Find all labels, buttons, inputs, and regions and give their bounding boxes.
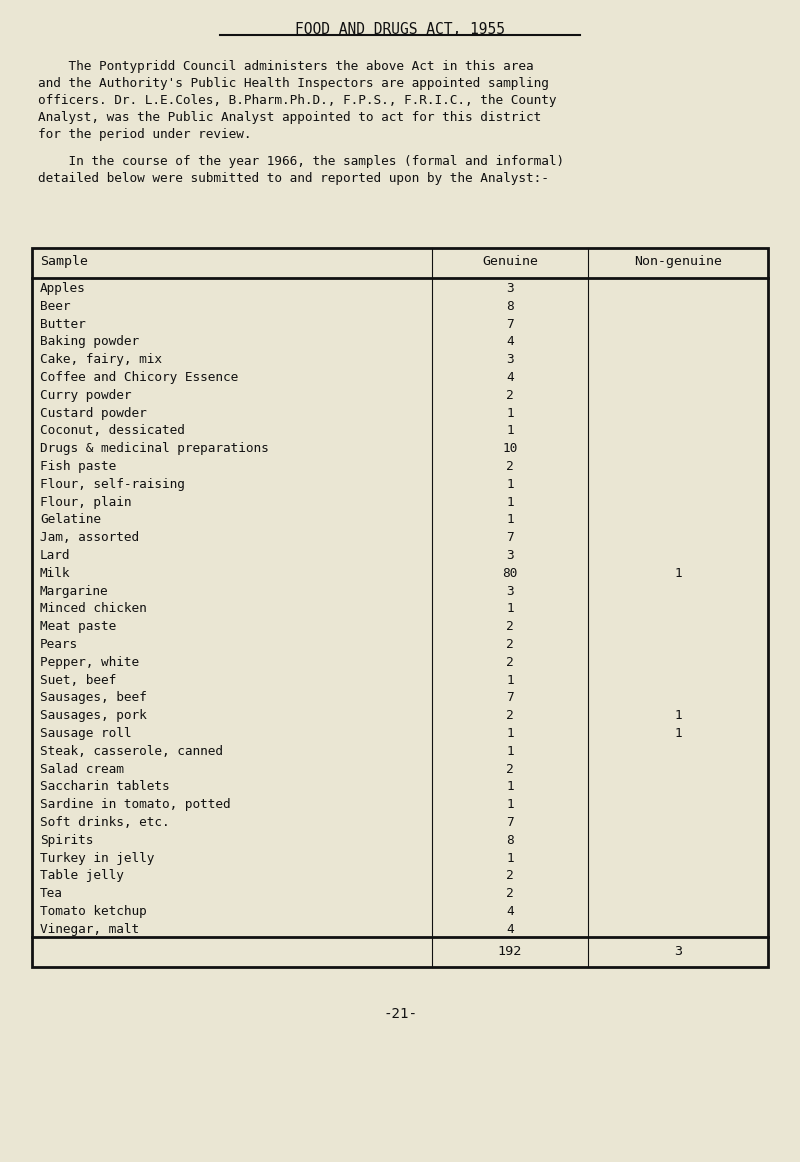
Text: Sardine in tomato, potted: Sardine in tomato, potted — [40, 798, 230, 811]
Text: 2: 2 — [506, 638, 514, 651]
Text: 2: 2 — [506, 655, 514, 669]
Text: detailed below were submitted to and reported upon by the Analyst:-: detailed below were submitted to and rep… — [38, 172, 549, 185]
Text: Fish paste: Fish paste — [40, 460, 116, 473]
Text: Minced chicken: Minced chicken — [40, 602, 146, 616]
Text: 1: 1 — [506, 781, 514, 794]
Text: 4: 4 — [506, 923, 514, 935]
Text: Table jelly: Table jelly — [40, 869, 124, 882]
Text: 3: 3 — [506, 584, 514, 597]
Text: 1: 1 — [674, 727, 682, 740]
Text: Sausage roll: Sausage roll — [40, 727, 131, 740]
Text: Coconut, dessicated: Coconut, dessicated — [40, 424, 185, 437]
Text: 1: 1 — [674, 709, 682, 723]
Text: 4: 4 — [506, 905, 514, 918]
Text: 2: 2 — [506, 762, 514, 775]
Text: Jam, assorted: Jam, assorted — [40, 531, 139, 544]
Text: In the course of the year 1966, the samples (formal and informal): In the course of the year 1966, the samp… — [38, 155, 564, 168]
Text: Curry powder: Curry powder — [40, 389, 131, 402]
Text: Saccharin tablets: Saccharin tablets — [40, 781, 170, 794]
Text: Spirits: Spirits — [40, 834, 94, 847]
Text: 10: 10 — [502, 443, 518, 456]
Text: Steak, casserole, canned: Steak, casserole, canned — [40, 745, 223, 758]
Text: Cake, fairy, mix: Cake, fairy, mix — [40, 353, 162, 366]
Bar — [32, 248, 768, 967]
Text: Beer: Beer — [40, 300, 70, 313]
Text: Drugs & medicinal preparations: Drugs & medicinal preparations — [40, 443, 269, 456]
Text: Tea: Tea — [40, 888, 63, 901]
Text: Milk: Milk — [40, 567, 70, 580]
Text: Flour, self-raising: Flour, self-raising — [40, 478, 185, 490]
Text: Suet, beef: Suet, beef — [40, 674, 116, 687]
Text: Soft drinks, etc.: Soft drinks, etc. — [40, 816, 170, 829]
Text: 8: 8 — [506, 300, 514, 313]
Text: Sausages, beef: Sausages, beef — [40, 691, 146, 704]
Text: 3: 3 — [506, 548, 514, 562]
Text: 7: 7 — [506, 317, 514, 331]
Text: Custard powder: Custard powder — [40, 407, 146, 419]
Text: 2: 2 — [506, 709, 514, 723]
Text: 3: 3 — [506, 353, 514, 366]
Text: Sample: Sample — [40, 254, 88, 268]
Text: 8: 8 — [506, 834, 514, 847]
Text: 2: 2 — [506, 888, 514, 901]
Text: 1: 1 — [506, 602, 514, 616]
Text: 3: 3 — [506, 282, 514, 295]
Text: Tomato ketchup: Tomato ketchup — [40, 905, 146, 918]
Text: 1: 1 — [506, 424, 514, 437]
Text: 4: 4 — [506, 371, 514, 383]
Text: The Pontypridd Council administers the above Act in this area: The Pontypridd Council administers the a… — [38, 60, 534, 73]
Text: Sausages, pork: Sausages, pork — [40, 709, 146, 723]
Text: 1: 1 — [506, 496, 514, 509]
Text: Pears: Pears — [40, 638, 78, 651]
Text: 2: 2 — [506, 389, 514, 402]
Text: -21-: -21- — [383, 1006, 417, 1020]
Text: 2: 2 — [506, 869, 514, 882]
Text: Analyst, was the Public Analyst appointed to act for this district: Analyst, was the Public Analyst appointe… — [38, 112, 542, 124]
Text: Genuine: Genuine — [482, 254, 538, 268]
Text: 2: 2 — [506, 460, 514, 473]
Text: Pepper, white: Pepper, white — [40, 655, 139, 669]
Text: Coffee and Chicory Essence: Coffee and Chicory Essence — [40, 371, 238, 383]
Text: Turkey in jelly: Turkey in jelly — [40, 852, 154, 865]
Text: 1: 1 — [674, 567, 682, 580]
Text: 3: 3 — [674, 945, 682, 957]
Text: Salad cream: Salad cream — [40, 762, 124, 775]
Text: Non-genuine: Non-genuine — [634, 254, 722, 268]
Text: 1: 1 — [506, 674, 514, 687]
Text: Vinegar, malt: Vinegar, malt — [40, 923, 139, 935]
Text: for the period under review.: for the period under review. — [38, 128, 251, 141]
Text: 1: 1 — [506, 852, 514, 865]
Text: 1: 1 — [506, 407, 514, 419]
Text: Gelatine: Gelatine — [40, 514, 101, 526]
Text: 1: 1 — [506, 727, 514, 740]
Text: Lard: Lard — [40, 548, 70, 562]
Text: 1: 1 — [506, 514, 514, 526]
Text: 7: 7 — [506, 531, 514, 544]
Text: Butter: Butter — [40, 317, 86, 331]
Text: Baking powder: Baking powder — [40, 336, 139, 349]
Text: Margarine: Margarine — [40, 584, 109, 597]
Text: 7: 7 — [506, 691, 514, 704]
Text: 1: 1 — [506, 745, 514, 758]
Text: 7: 7 — [506, 816, 514, 829]
Text: 1: 1 — [506, 478, 514, 490]
Text: officers. Dr. L.E.Coles, B.Pharm.Ph.D., F.P.S., F.R.I.C., the County: officers. Dr. L.E.Coles, B.Pharm.Ph.D., … — [38, 94, 557, 107]
Text: 1: 1 — [506, 798, 514, 811]
Text: 2: 2 — [506, 621, 514, 633]
Text: Apples: Apples — [40, 282, 86, 295]
Text: FOOD AND DRUGS ACT, 1955: FOOD AND DRUGS ACT, 1955 — [295, 22, 505, 37]
Text: Flour, plain: Flour, plain — [40, 496, 131, 509]
Text: Meat paste: Meat paste — [40, 621, 116, 633]
Text: 4: 4 — [506, 336, 514, 349]
Text: 192: 192 — [498, 945, 522, 957]
Text: 80: 80 — [502, 567, 518, 580]
Text: and the Authority's Public Health Inspectors are appointed sampling: and the Authority's Public Health Inspec… — [38, 77, 549, 89]
